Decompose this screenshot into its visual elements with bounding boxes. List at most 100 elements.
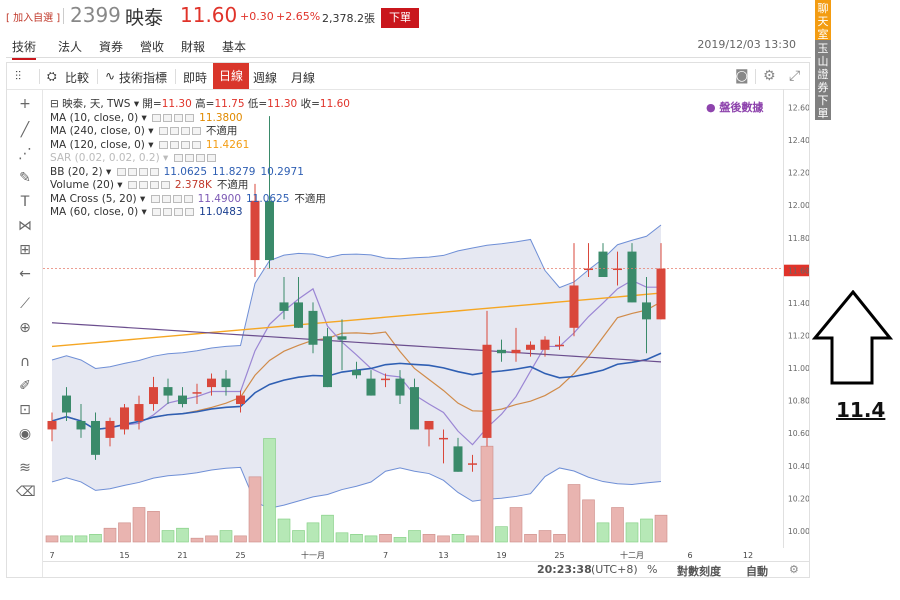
visibility-icon[interactable]	[173, 154, 183, 162]
settings-icon[interactable]	[163, 113, 173, 122]
screenshot-icon[interactable]: ◙	[735, 68, 749, 84]
more-icon[interactable]	[160, 181, 170, 189]
settings-icon[interactable]: ⚙	[763, 68, 776, 84]
tab-technical[interactable]: 技術	[12, 38, 37, 60]
lock-icon[interactable]: ⊡	[19, 402, 31, 418]
time-axis[interactable]: 7 15 21 25 十一月 7 13 19 25 十二月 6 12	[43, 548, 783, 562]
crosshair-icon[interactable]: +	[19, 96, 31, 112]
chatroom-tab[interactable]: 聊天室	[815, 0, 831, 41]
indicator-menu-icon[interactable]: ▾	[113, 179, 126, 191]
more-icon[interactable]	[149, 167, 159, 176]
compare-icon[interactable]: ⛭	[47, 69, 57, 83]
visibility-icon[interactable]	[158, 140, 168, 149]
more-icon[interactable]	[191, 127, 201, 135]
ohlc-title: 映泰, 天, TWS	[62, 98, 131, 110]
settings-icon[interactable]	[161, 194, 171, 203]
indicators-button[interactable]: 技術指標	[119, 71, 168, 85]
tab-revenue[interactable]: 營收	[140, 40, 165, 54]
back-arrow-icon[interactable]: ←	[19, 266, 31, 282]
postmarket-data-link[interactable]: ● 盤後數據	[706, 101, 764, 114]
broker-order-tab[interactable]: 玉山證券下單	[815, 40, 831, 120]
interval-weekly[interactable]: 週線	[253, 71, 278, 85]
indicator-menu-icon[interactable]: ▾	[138, 111, 151, 124]
collapse-icon[interactable]: ⊟	[50, 98, 59, 110]
gear-icon[interactable]: ⚙	[789, 563, 799, 576]
candle-style-icon[interactable]: ⫶⫶	[15, 69, 22, 83]
settings-icon[interactable]	[169, 127, 179, 135]
layers-icon[interactable]: ≋	[19, 460, 31, 476]
auto-scale-toggle[interactable]: 自動	[746, 565, 768, 578]
close-icon[interactable]	[172, 194, 182, 203]
visibility-icon[interactable]	[158, 127, 168, 135]
add-favorite-link[interactable]: [ 加入自選 ]	[6, 13, 61, 24]
ruler-icon[interactable]: ⟋	[20, 296, 30, 312]
interval-realtime[interactable]: 即時	[183, 71, 208, 85]
indicator-row[interactable]: MA (120, close, 0) ▾ 11.4261	[50, 139, 350, 153]
fib-icon[interactable]: ⋰	[18, 146, 32, 162]
pattern-icon[interactable]: ⋈	[18, 218, 32, 234]
visibility-icon[interactable]	[152, 208, 162, 216]
settings-icon[interactable]	[184, 154, 194, 162]
settings-icon[interactable]	[138, 181, 148, 189]
fullscreen-icon[interactable]: ⤢	[789, 68, 801, 84]
trendline-icon[interactable]: ╱	[20, 122, 30, 138]
interval-daily[interactable]: 日線	[213, 63, 250, 89]
quote-header: [ 加入自選 ] 2399 映泰 11.60 +0.30 +2.65% 2,37…	[0, 0, 815, 34]
visibility-icon[interactable]	[116, 167, 126, 176]
close-icon[interactable]	[149, 181, 159, 189]
tab-margin[interactable]: 資券	[99, 40, 124, 54]
text-icon[interactable]: T	[20, 194, 30, 210]
indicators-icon[interactable]: ∿	[105, 69, 116, 83]
close-icon[interactable]	[138, 167, 148, 176]
percent-scale-toggle[interactable]: %	[647, 563, 658, 576]
settings-icon[interactable]	[127, 167, 137, 176]
magnet-icon[interactable]: ∩	[19, 354, 31, 370]
tab-financials[interactable]: 財報	[181, 40, 206, 54]
indicator-row[interactable]: SAR (0.02, 0.02, 0.2) ▾	[50, 152, 350, 166]
indicator-menu-icon[interactable]: ▾	[138, 206, 151, 218]
tab-basic[interactable]: 基本	[222, 40, 247, 54]
indicator-menu-icon[interactable]: ▾	[144, 125, 157, 137]
tab-institutional[interactable]: 法人	[58, 40, 83, 54]
y-tick-label: 10.20	[788, 494, 809, 503]
brush-icon[interactable]: ✎	[19, 170, 31, 186]
indicator-menu-icon[interactable]: ▾	[102, 165, 115, 178]
eye-icon[interactable]: ◉	[18, 426, 32, 442]
indicator-menu-icon[interactable]: ▾	[136, 192, 149, 205]
ohlc-menu-icon[interactable]: ▾	[133, 98, 143, 110]
settings-icon[interactable]	[169, 140, 179, 149]
measure-icon[interactable]: ⊞	[19, 242, 31, 258]
close-icon[interactable]	[180, 127, 190, 135]
visibility-icon[interactable]	[152, 113, 162, 122]
more-icon[interactable]	[206, 154, 216, 162]
log-scale-toggle[interactable]: 對數刻度	[677, 565, 721, 578]
price-axis[interactable]: 12.60 12.40 12.20 12.00 11.80 11.60 11.40 11.20…	[783, 89, 809, 548]
more-icon[interactable]	[185, 208, 195, 216]
indicator-row[interactable]: BB (20, 2) ▾ 11.0625 11.8279 10.2971	[50, 166, 350, 180]
timezone[interactable]: (UTC+8)	[591, 563, 638, 576]
indicator-row[interactable]: MA (240, close, 0) ▾ 不適用	[50, 125, 350, 139]
more-icon[interactable]	[183, 194, 193, 203]
zoom-in-icon[interactable]: ⊕	[19, 320, 31, 336]
trash-icon[interactable]: ⌫	[16, 484, 36, 500]
indicator-row[interactable]: MA (60, close, 0) ▾ 11.0483	[50, 206, 350, 220]
indicator-row[interactable]: MA Cross (5, 20) ▾ 11.4900 11.0625 不適用	[50, 193, 350, 207]
compare-button[interactable]: 比較	[65, 71, 90, 85]
price-chart[interactable]	[43, 89, 783, 548]
place-order-button[interactable]: 下單	[381, 8, 419, 28]
close-icon[interactable]	[195, 154, 205, 162]
interval-monthly[interactable]: 月線	[291, 71, 316, 85]
lock-drawings-icon[interactable]: ✐	[19, 378, 31, 394]
settings-icon[interactable]	[163, 208, 173, 216]
close-icon[interactable]	[174, 208, 184, 216]
visibility-icon[interactable]	[127, 181, 137, 189]
indicator-row[interactable]: Volume (20) ▾ 2.378K 不適用	[50, 179, 350, 193]
indicator-menu-icon[interactable]: ▾	[159, 152, 172, 164]
visibility-icon[interactable]	[150, 194, 160, 203]
indicator-row[interactable]: MA (10, close, 0) ▾ 11.3800	[50, 112, 350, 126]
close-icon[interactable]	[180, 140, 190, 149]
indicator-menu-icon[interactable]: ▾	[144, 138, 157, 151]
close-icon[interactable]	[174, 113, 184, 122]
more-icon[interactable]	[185, 113, 195, 122]
more-icon[interactable]	[191, 140, 201, 149]
